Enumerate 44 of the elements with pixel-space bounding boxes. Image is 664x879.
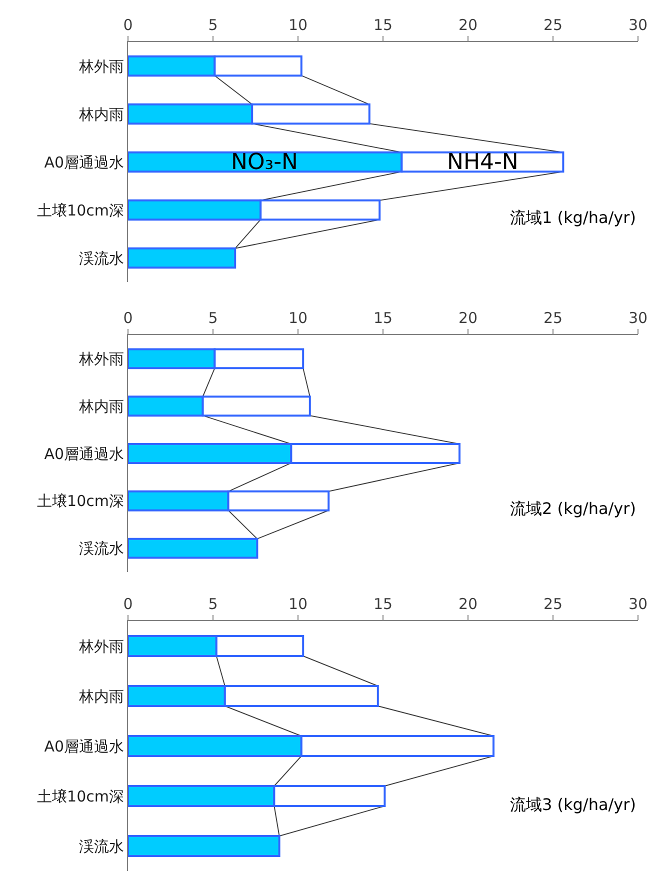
x-tick-label: 20 [458, 16, 478, 34]
y-tick-label: A0層通過水 [44, 444, 124, 463]
x-tick-label: 10 [288, 595, 308, 613]
x-tick-label: 10 [288, 309, 308, 327]
y-tick-label: 林外雨 [78, 350, 124, 368]
x-tick-label: 30 [628, 16, 648, 34]
bar [128, 835, 280, 857]
x-tick-label: 25 [543, 309, 563, 327]
y-tick-label: 林外雨 [78, 637, 124, 656]
series-label: NO₃-N [231, 150, 298, 175]
annotation: 流域1 (kg/ha/yr) [510, 208, 636, 227]
x-tick-label: 0 [123, 309, 133, 327]
x-tick-label: 5 [208, 16, 218, 34]
x-tick-label: 30 [628, 309, 648, 327]
x-tick-label: 10 [288, 16, 308, 34]
x-tick-label: 25 [543, 16, 563, 34]
y-tick-label: A0層通過水 [44, 737, 124, 756]
x-tick-label: 15 [373, 16, 393, 34]
y-tick-label: 林外雨 [78, 57, 124, 76]
bar [128, 247, 236, 269]
x-tick-label: 5 [208, 595, 218, 613]
y-tick-label: 林内雨 [78, 687, 124, 706]
annotation: 流域2 (kg/ha/yr) [510, 499, 636, 518]
y-tick-label: 土壌10cm深 [37, 787, 124, 806]
series-label: NH4-N [447, 150, 518, 175]
bar [128, 538, 258, 559]
y-tick-label: 土壌10cm深 [37, 492, 124, 510]
x-tick-label: 0 [123, 16, 133, 34]
y-tick-label: 林内雨 [78, 397, 124, 416]
x-tick-label: 20 [458, 309, 478, 327]
x-tick-label: 15 [373, 309, 393, 327]
annotation: 流域3 (kg/ha/yr) [510, 795, 636, 814]
y-tick-label: 渓流水 [79, 837, 124, 856]
y-tick-label: A0層通過水 [44, 153, 124, 172]
x-tick-label: 25 [543, 595, 563, 613]
x-tick-label: 30 [628, 595, 648, 613]
y-tick-label: 土壌10cm深 [37, 201, 124, 220]
y-tick-label: 林内雨 [78, 105, 124, 124]
x-tick-label: 5 [208, 309, 218, 327]
y-tick-label: 渓流水 [79, 249, 124, 268]
x-tick-label: 20 [458, 595, 478, 613]
x-tick-label: 0 [123, 595, 133, 613]
y-tick-label: 渓流水 [79, 540, 124, 558]
x-tick-label: 15 [373, 595, 393, 613]
